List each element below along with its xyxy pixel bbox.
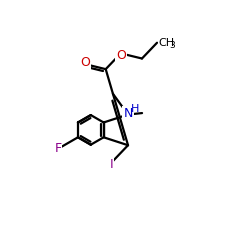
Text: F: F [54, 142, 62, 155]
Text: I: I [110, 158, 113, 170]
Text: O: O [116, 49, 126, 62]
Text: O: O [80, 56, 90, 68]
Text: N: N [123, 107, 133, 120]
Text: CH: CH [158, 38, 174, 48]
Text: 3: 3 [169, 42, 175, 50]
Text: H: H [130, 104, 139, 114]
